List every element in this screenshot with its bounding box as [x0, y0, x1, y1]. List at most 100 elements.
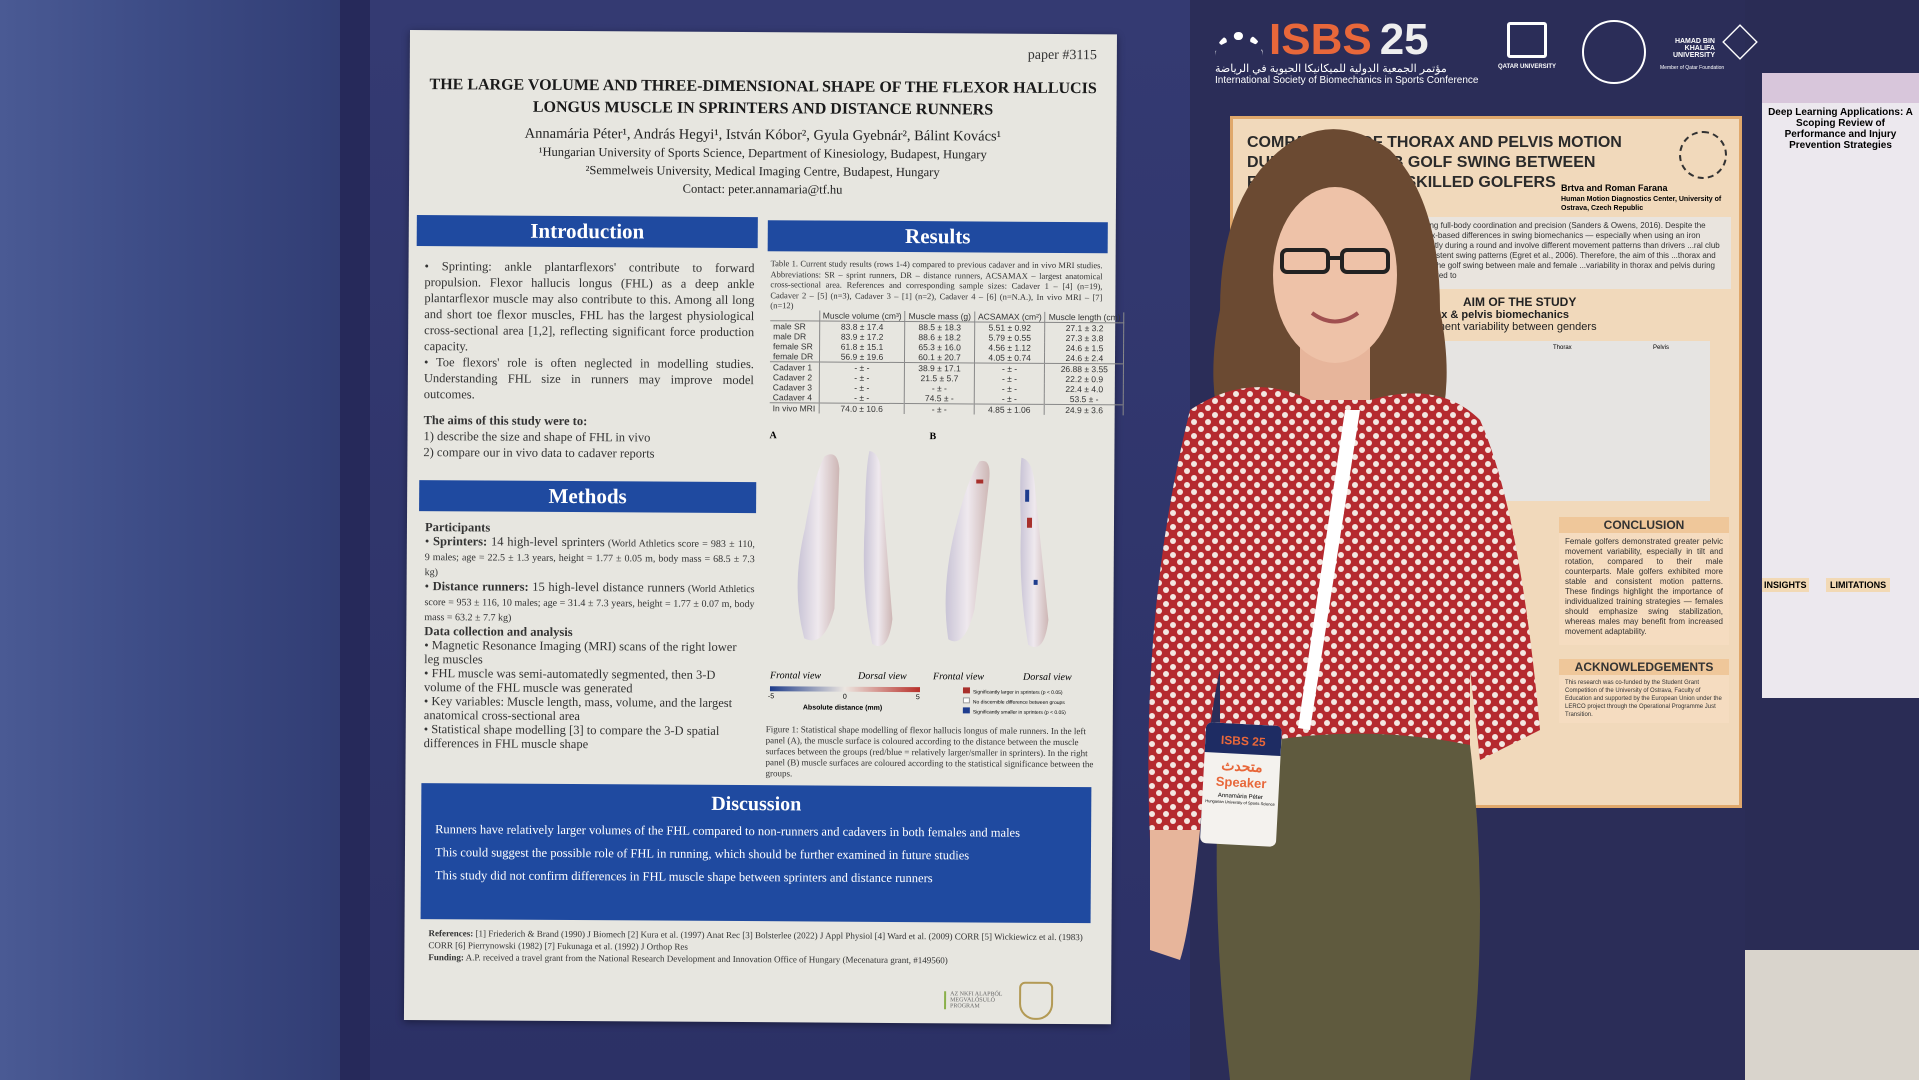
badge-logo: ISBS 25: [1220, 732, 1266, 750]
table-cell: 53.5 ± -: [1044, 393, 1124, 405]
discussion-header: Discussion: [711, 792, 802, 816]
face: [1273, 187, 1397, 363]
glasses-icon: [1280, 248, 1390, 274]
legend-smaller: Significantly smaller in sprinters (p < …: [962, 707, 1066, 718]
golf-authors: Brtva and Roman Farana: [1561, 183, 1668, 193]
isbs-logo-number: 25: [1379, 15, 1429, 64]
table-cell: 5.79 ± 0.55: [974, 332, 1046, 343]
participants-distance: • Distance runners: 15 high-level distan…: [424, 579, 755, 624]
discussion-point: This study did not confirm differences i…: [434, 868, 933, 886]
table-cell: - ± -: [904, 383, 975, 394]
table-cell: 74.5 ± -: [904, 393, 975, 404]
participants-sprinters: • Sprinters: 14 high-level sprinters (Wo…: [424, 534, 755, 579]
table-cell: Cadaver 4: [769, 392, 819, 404]
table-cell: In vivo MRI: [769, 402, 819, 414]
table-cell: 27.1 ± 3.2: [1045, 322, 1125, 334]
table-cell: 38.9 ± 17.1: [904, 362, 975, 374]
table-cell: male DR: [770, 331, 820, 342]
table-cell: 56.9 ± 19.6: [818, 351, 905, 363]
speaker-badge: ISBS 25 متحدث Speaker Annamária Péter Hu…: [1199, 722, 1283, 847]
introduction-text: • Sprinting: ankle plantarflexors' contr…: [423, 258, 754, 462]
table-cell: 21.5 ± 5.7: [904, 373, 975, 384]
figure-caption: Figure 1: Statistical shape modelling of…: [765, 724, 1094, 779]
table-cell: 61.8 ± 15.1: [819, 341, 905, 353]
table-cell: 83.8 ± 17.4: [819, 321, 906, 333]
table-header: Muscle mass (g): [905, 311, 975, 322]
table-cell: 88.6 ± 18.2: [904, 332, 975, 343]
significant-smaller-patch: [1025, 489, 1030, 502]
view-label: Dorsal view: [858, 670, 907, 683]
hbku-logo: HAMAD BIN KHALIFA UNIVERSITY Member of Q…: [1660, 24, 1770, 71]
badge-role: Speaker: [1215, 773, 1267, 792]
table-cell: 24.6 ± 1.5: [1045, 342, 1124, 354]
scale-mid: 0: [842, 693, 847, 701]
golf-acknowledgements: ACKNOWLEDGEMENTS This research was co-fu…: [1559, 659, 1729, 723]
contact: Contact: peter.annamaria@tf.hu: [682, 181, 843, 197]
table-cell: - ± -: [818, 392, 905, 404]
table-cell: Cadaver 1: [769, 361, 819, 373]
qatar-university-logo: QATAR UNIVERSITY: [1497, 22, 1557, 70]
introduction-header: Introduction: [416, 215, 758, 249]
pants: [1216, 733, 1480, 1080]
far-limitations: LIMITATIONS: [1826, 578, 1891, 592]
table-cell: - ± -: [974, 373, 1045, 384]
view-label: Frontal view: [933, 671, 985, 683]
method-bullet: • Statistical shape modelling [3] to com…: [423, 722, 720, 752]
left-wall: [0, 0, 380, 1080]
table-cell: 83.9 ± 17.2: [819, 331, 906, 343]
table-cell: - ± -: [974, 362, 1045, 374]
significant-smaller-patch: [1033, 579, 1038, 585]
table-cell: female DR: [769, 351, 820, 363]
table-cell: - ± -: [974, 383, 1045, 394]
table-cell: 24.6 ± 2.4: [1044, 352, 1124, 364]
table-cell: Cadaver 3: [769, 382, 819, 393]
view-label: Dorsal view: [1023, 671, 1072, 684]
board-edge: [340, 0, 370, 1080]
significant-larger-patch: [976, 479, 984, 484]
intro-bullet: • Toe flexors' role is often neglected i…: [423, 355, 755, 402]
color-scale-bar: [769, 686, 920, 693]
table-cell: 74.0 ± 10.6: [818, 403, 905, 415]
muscle-a-frontal: [797, 454, 840, 641]
table-cell: 60.1 ± 20.7: [904, 352, 975, 363]
methods-header: Methods: [419, 480, 757, 514]
research-poster: paper #3115 THE LARGE VOLUME AND THREE-D…: [403, 30, 1125, 1025]
isbs-logo: ISBS: [1269, 15, 1372, 64]
university-crest-icon: [1018, 981, 1054, 1020]
scale-min: -5: [767, 693, 775, 701]
table-header: [770, 310, 820, 322]
aims-heading: The aims of this study were to:: [423, 413, 588, 429]
discussion-point: This could suggest the possible role of …: [434, 845, 970, 863]
person-presenter: [1148, 129, 1540, 1080]
golf-runner-logo-icon: [1679, 131, 1727, 179]
far-insights: INSIGHTS: [1762, 578, 1809, 592]
lanyard: [1298, 410, 1360, 730]
significance-legend: Significantly larger in sprinters (p < 0…: [962, 687, 1066, 718]
paper-id: paper #3115: [1027, 47, 1097, 64]
muscle-a-dorsal: [863, 450, 893, 647]
table-header: Muscle volume (cm³): [819, 310, 906, 322]
muscle-b-frontal: [945, 460, 990, 642]
funding-program-logo: AZ NKFI ALAPBÓL MEGVALÓSULÓ PROGRAM: [944, 991, 1005, 1010]
floor: [1745, 950, 1919, 1080]
table-cell: 5.51 ± 0.92: [974, 321, 1046, 333]
aim-item: 1) describe the size and shape of FHL in…: [423, 429, 651, 445]
poster-title: THE LARGE VOLUME AND THREE-DIMENSIONAL S…: [429, 76, 1097, 119]
muscle-b-dorsal: [1020, 457, 1049, 648]
isbs-subtitle: International Society of Biomechanics in…: [1215, 75, 1479, 86]
table-cell: 65.3 ± 16.0: [904, 342, 975, 353]
table-cell: 4.05 ± 0.74: [974, 352, 1046, 364]
table-cell: 4.85 ± 1.06: [973, 403, 1045, 415]
table-cell: - ± -: [818, 362, 905, 374]
table-cell: - ± -: [818, 372, 905, 384]
discussion-section: Discussion Runners have relatively large…: [420, 783, 1092, 924]
aim-item: 2) compare our in vivo data to cadaver r…: [423, 445, 655, 461]
table-cell: 88.5 ± 18.3: [905, 321, 975, 333]
scale-label: Absolute distance (mm): [802, 704, 883, 712]
golf-affiliation: Human Motion Diagnostics Center, Univers…: [1561, 196, 1722, 212]
smile: [1310, 311, 1360, 324]
legend-none: No discernible difference between groups: [962, 697, 1066, 708]
methods-text: Participants • Sprinters: 14 high-level …: [424, 520, 755, 752]
table-cell: 26.88 ± 3.55: [1044, 363, 1124, 375]
results-table: Muscle volume (cm³) Muscle mass (g) ACSAMA…: [769, 310, 1125, 416]
